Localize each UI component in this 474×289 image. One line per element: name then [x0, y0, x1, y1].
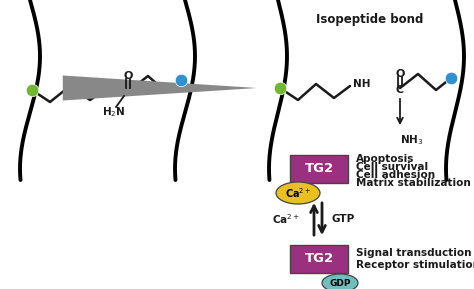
Text: Signal transduction: Signal transduction — [356, 248, 472, 258]
Text: Receptor stimulation: Receptor stimulation — [356, 260, 474, 270]
Text: O: O — [395, 69, 405, 79]
Text: O: O — [123, 71, 133, 81]
Text: NH: NH — [353, 79, 371, 89]
Text: C: C — [124, 87, 132, 97]
Text: Isopeptide bond: Isopeptide bond — [316, 14, 424, 27]
Text: Apoptosis: Apoptosis — [356, 154, 414, 164]
Text: Matrix stabilization: Matrix stabilization — [356, 178, 471, 188]
Text: GDP: GDP — [329, 279, 351, 288]
Text: TG2: TG2 — [304, 253, 334, 266]
Text: Ca$^{2+}$: Ca$^{2+}$ — [285, 186, 311, 200]
Text: H$_2$N: H$_2$N — [102, 105, 126, 119]
Text: Cell survival: Cell survival — [356, 162, 428, 172]
Text: TG2: TG2 — [304, 162, 334, 175]
Text: NH$_2$: NH$_2$ — [112, 79, 135, 93]
Text: Ca$^{2+}$: Ca$^{2+}$ — [272, 212, 300, 226]
FancyBboxPatch shape — [290, 155, 348, 183]
Text: Cell adhesion: Cell adhesion — [356, 170, 435, 180]
Ellipse shape — [276, 182, 320, 204]
Ellipse shape — [322, 274, 358, 289]
FancyBboxPatch shape — [290, 245, 348, 273]
Text: GTP: GTP — [332, 214, 355, 224]
Text: C: C — [396, 85, 404, 95]
Text: NH$_3$: NH$_3$ — [401, 133, 424, 147]
